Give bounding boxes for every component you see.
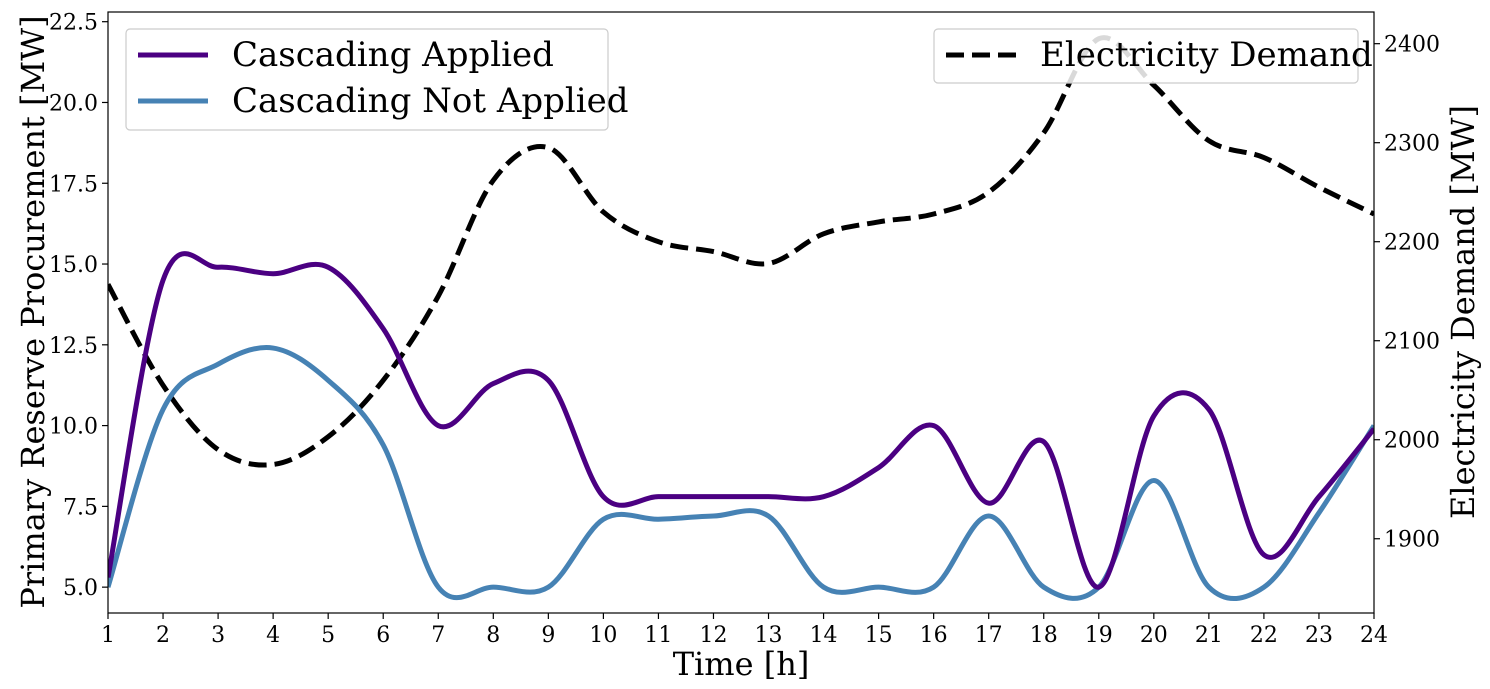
x-tick-label: 15 — [865, 623, 893, 648]
legend-label-cascading-not-applied: Cascading Not Applied — [232, 81, 629, 121]
x-tick-label: 18 — [1030, 623, 1058, 648]
x-tick-label: 22 — [1250, 623, 1278, 648]
legend-right: Electricity Demand — [933, 28, 1373, 84]
x-tick-label: 17 — [975, 623, 1003, 648]
y-left-tick-label: 20.0 — [49, 91, 98, 116]
plot-frame — [107, 11, 1375, 614]
y-left-tick-label: 7.5 — [63, 495, 98, 520]
legend-right-frame — [933, 28, 1359, 84]
y-right-tick-label: 2200 — [1384, 231, 1440, 256]
y-left-tick-label: 22.5 — [49, 11, 98, 36]
x-tick-label: 9 — [541, 623, 555, 648]
series-line-cascading-applied — [108, 251, 1374, 590]
x-tick-label: 11 — [644, 623, 672, 648]
x-axis: 1 2 3 4 5 6 7 8 9 10 11 12 13 14 15 16 17 18 19 20 21 22 23 24 — [101, 613, 1388, 648]
x-tick-label: 12 — [699, 623, 727, 648]
y-left-tick-label: 10.0 — [49, 415, 98, 440]
x-tick-label: 14 — [810, 623, 838, 648]
legend-left: Cascading Applied Cascading Not Applied — [125, 28, 629, 131]
x-tick-label: 10 — [589, 623, 617, 648]
legend-label-electricity-demand: Electricity Demand — [1040, 35, 1373, 75]
y-left-tick-label: 15.0 — [49, 253, 98, 278]
x-tick-label: 2 — [156, 623, 170, 648]
y-right-tick-label: 2100 — [1384, 330, 1440, 355]
x-tick-label: 8 — [486, 623, 500, 648]
x-tick-label: 5 — [321, 623, 335, 648]
x-tick-label: 16 — [920, 623, 948, 648]
y-right-tick-label: 2300 — [1384, 132, 1440, 157]
x-tick-label: 13 — [755, 623, 783, 648]
y-left-tick-label: 12.5 — [49, 334, 98, 359]
x-tick-label: 19 — [1085, 623, 1113, 648]
y-axis-right: 1900 2000 2100 2200 2300 2400 — [1374, 33, 1440, 553]
y-axis-left-title: Primary Reserve Procurement [MW] — [14, 15, 52, 608]
x-tick-label: 3 — [211, 623, 225, 648]
y-right-tick-label: 2000 — [1384, 429, 1440, 454]
x-tick-label: 20 — [1140, 623, 1168, 648]
series-line-cascading-not-applied — [108, 345, 1374, 602]
legend-label-cascading-applied: Cascading Applied — [232, 35, 554, 75]
y-right-tick-label: 2400 — [1384, 33, 1440, 58]
x-tick-label: 21 — [1195, 623, 1223, 648]
x-tick-label: 23 — [1305, 623, 1333, 648]
series-layer — [108, 35, 1374, 602]
x-tick-label: 7 — [431, 623, 445, 648]
y-left-tick-label: 5.0 — [63, 576, 98, 601]
x-tick-label: 24 — [1360, 623, 1388, 648]
y-axis-left: 5.0 7.5 10.0 12.5 15.0 17.5 20.0 22.5 — [49, 11, 108, 601]
legend-left-frame — [125, 28, 609, 131]
y-axis-right-title: Electricity Demand [MW] — [1444, 105, 1482, 519]
y-right-tick-label: 1900 — [1384, 528, 1440, 553]
x-tick-label: 6 — [376, 623, 390, 648]
x-tick-label: 1 — [101, 623, 115, 648]
y-left-tick-label: 17.5 — [49, 172, 98, 197]
x-tick-label: 4 — [266, 623, 280, 648]
x-axis-title: Time [h] — [673, 645, 810, 683]
